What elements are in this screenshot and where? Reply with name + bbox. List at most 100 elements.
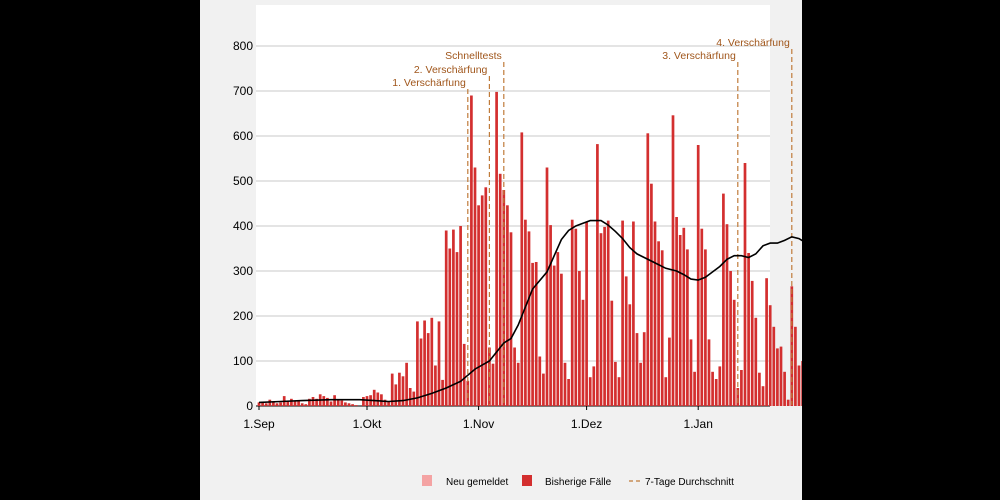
bar-bisherige (592, 366, 596, 406)
bar-bisherige (646, 133, 650, 407)
bar-bisherige (549, 225, 552, 406)
bar-bisherige (365, 396, 369, 406)
bar-bisherige (477, 205, 480, 406)
bar-bisherige (286, 400, 290, 406)
annotation-label: 1. Verschärfung (392, 77, 466, 89)
bar-bisherige (664, 377, 668, 406)
bar-bisherige (668, 337, 671, 406)
bar-bisherige (293, 400, 297, 406)
plot-area (256, 5, 770, 405)
bar-bisherige (516, 362, 520, 406)
bar-bisherige (732, 299, 736, 406)
bar-bisherige (797, 365, 801, 406)
bar-bisherige (351, 404, 354, 406)
bar-bisherige (754, 317, 758, 406)
bar-bisherige (401, 376, 405, 406)
legend-label-neu: Neu gemeldet (446, 477, 508, 488)
bar-bisherige (642, 332, 646, 406)
bar-bisherige (758, 372, 761, 406)
y-tick-label: 600 (233, 129, 253, 143)
bar-bisherige (452, 229, 455, 406)
bar-bisherige (315, 398, 318, 406)
annotation-label: Schnelltests (445, 50, 502, 62)
bar-bisherige (347, 403, 351, 406)
bar-bisherige (495, 91, 498, 407)
bar-bisherige (682, 227, 686, 406)
bar-bisherige (570, 219, 574, 406)
bar-bisherige (768, 305, 772, 406)
bar-bisherige (470, 95, 473, 406)
legend-swatch-bisherige (522, 475, 532, 486)
bar-bisherige (783, 371, 786, 406)
bar-bisherige (675, 217, 678, 406)
bar-bisherige (614, 361, 617, 406)
bar-bisherige (693, 371, 696, 406)
bar-bisherige (448, 248, 452, 406)
bar-bisherige (581, 299, 585, 406)
bar-bisherige (455, 252, 459, 406)
bar-bisherige (588, 377, 592, 406)
y-tick-label: 800 (233, 39, 253, 53)
bar-bisherige (743, 163, 747, 406)
bar-bisherige (689, 339, 693, 406)
bar-bisherige (635, 333, 639, 406)
bar-bisherige (534, 262, 538, 406)
legend: Neu gemeldet Bisherige Fälle 7-Tage Durc… (422, 475, 734, 488)
bar-bisherige (621, 220, 624, 406)
bar-bisherige (387, 401, 390, 406)
bar-bisherige (628, 304, 632, 406)
annotation-label: 3. Verschärfung (662, 50, 736, 62)
bar-bisherige (462, 343, 466, 406)
bar-bisherige (434, 365, 437, 406)
bar-bisherige (574, 228, 578, 406)
bar-bisherige (718, 366, 722, 406)
bar-bisherige (639, 362, 642, 406)
legend-label-avg: 7-Tage Durchschnitt (645, 477, 734, 488)
bar-bisherige (794, 326, 797, 406)
y-tick-label: 700 (233, 84, 253, 98)
bar-bisherige (426, 333, 430, 406)
bar-bisherige (772, 326, 776, 406)
bar-bisherige (761, 386, 765, 406)
bar-bisherige (390, 373, 394, 406)
bar-bisherige (304, 404, 308, 406)
bar-bisherige (308, 398, 311, 406)
bar-bisherige (722, 193, 725, 406)
bar-bisherige (372, 389, 376, 406)
y-tick-label: 200 (233, 309, 253, 323)
bar-bisherige (336, 399, 340, 406)
bar-bisherige (556, 252, 560, 406)
bar-bisherige (362, 397, 365, 406)
bar-bisherige (480, 195, 484, 406)
bar-bisherige (419, 338, 423, 406)
bar-bisherige (527, 231, 531, 406)
bar-bisherige (459, 226, 462, 406)
bar-bisherige (311, 397, 315, 406)
bar-bisherige (408, 388, 412, 406)
bar-bisherige (545, 167, 549, 406)
bar-bisherige (380, 394, 383, 406)
bar-bisherige (290, 398, 293, 406)
bar-bisherige (707, 339, 711, 406)
seven-day-average-line (258, 219, 802, 404)
bar-bisherige (660, 250, 664, 406)
bar-bisherige (268, 399, 272, 406)
bar-bisherige (257, 402, 261, 406)
bar-bisherige (272, 401, 275, 406)
legend-swatch-neu (422, 475, 432, 486)
bar-bisherige (700, 228, 704, 406)
bar-bisherige (354, 405, 358, 406)
bar-bisherige (430, 317, 434, 406)
bar-bisherige (423, 320, 426, 406)
bar-bisherige (383, 399, 387, 406)
bar-bisherige (326, 397, 329, 406)
legend-label-bisherige: Bisherige Fälle (545, 477, 612, 488)
bar-bisherige (520, 132, 524, 406)
bar-bisherige (617, 377, 621, 406)
x-tick-label: 1.Jan (684, 417, 713, 431)
bar-bisherige (542, 373, 545, 406)
bar-bisherige (740, 370, 743, 406)
bar-bisherige (729, 271, 732, 406)
bar-bisherige (509, 232, 513, 406)
y-tick-label: 500 (233, 174, 253, 188)
